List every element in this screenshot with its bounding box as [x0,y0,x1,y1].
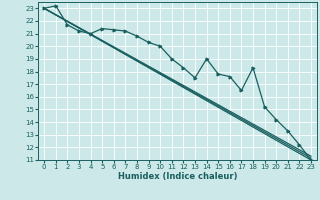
X-axis label: Humidex (Indice chaleur): Humidex (Indice chaleur) [118,172,237,181]
